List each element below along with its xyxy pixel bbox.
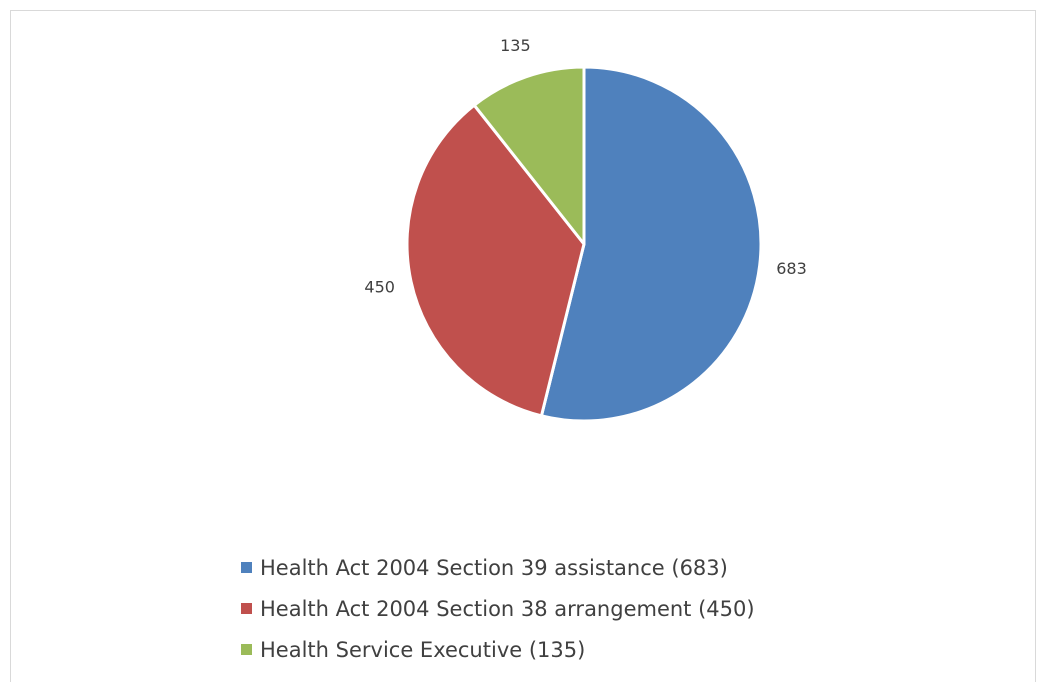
pie-chart: 683 450 135 [11,11,1037,531]
legend-label-hse: Health Service Executive (135) [260,638,585,662]
pie-slices [407,67,761,421]
legend-swatch-section-38 [241,603,252,614]
data-label-section-39: 683 [776,259,807,278]
legend-item-section-38: Health Act 2004 Section 38 arrangement (… [241,588,755,629]
legend-item-hse: Health Service Executive (135) [241,629,755,670]
legend: Health Act 2004 Section 39 assistance (6… [241,547,755,670]
data-label-hse: 135 [500,36,531,55]
legend-item-section-39: Health Act 2004 Section 39 assistance (6… [241,547,755,588]
data-label-section-38: 450 [364,278,395,297]
legend-swatch-hse [241,644,252,655]
chart-area: 683 450 135 Health Act 2004 Section 39 ass… [10,10,1036,682]
legend-swatch-section-39 [241,562,252,573]
legend-label-section-38: Health Act 2004 Section 38 arrangement (… [260,597,755,621]
legend-label-section-39: Health Act 2004 Section 39 assistance (6… [260,556,728,580]
